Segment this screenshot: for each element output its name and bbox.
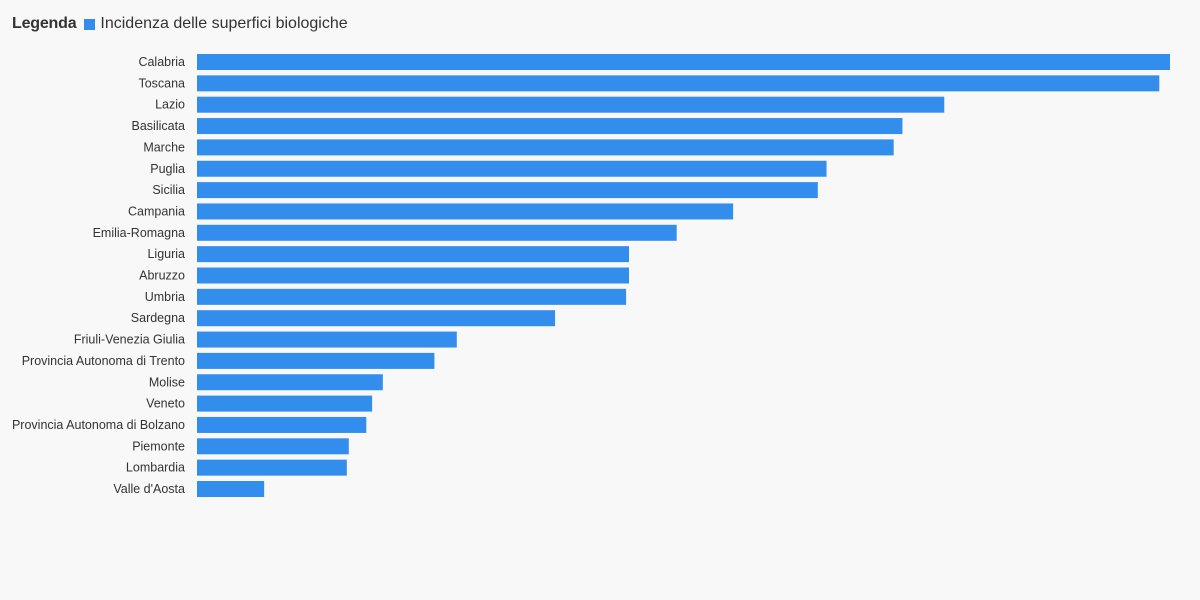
category-label: Friuli-Venezia Giulia xyxy=(74,333,185,347)
legend-swatch xyxy=(84,18,96,30)
category-label: Provincia Autonoma di Bolzano xyxy=(12,418,185,432)
category-label: Piemonte xyxy=(132,439,185,453)
category-label: Valle d'Aosta xyxy=(113,482,185,496)
category-labels: Calabria Toscana Lazio Basilicata Marche Pugl… xyxy=(12,55,185,496)
category-label: Umbria xyxy=(145,290,185,304)
bar[interactable] xyxy=(197,246,630,263)
bar[interactable] xyxy=(197,118,903,135)
legend: Legenda Incidenza delle superfici biolog… xyxy=(12,13,348,35)
bar[interactable] xyxy=(197,96,945,113)
category-label: Campania xyxy=(128,204,185,218)
bar[interactable] xyxy=(197,331,457,348)
category-label: Basilicata xyxy=(132,119,186,133)
bar[interactable] xyxy=(197,288,627,305)
category-label: Sardegna xyxy=(131,311,185,325)
category-label: Sicilia xyxy=(152,183,185,197)
category-label: Provincia Autonoma di Trento xyxy=(22,354,185,368)
bar[interactable] xyxy=(197,352,435,369)
category-label: Toscana xyxy=(138,76,185,90)
legend-title: Legenda xyxy=(12,15,77,32)
category-label: Molise xyxy=(149,375,185,389)
category-label: Lazio xyxy=(155,98,185,112)
category-label: Calabria xyxy=(138,55,185,69)
bar[interactable] xyxy=(197,75,1160,92)
bar[interactable] xyxy=(197,267,630,284)
category-label: Puglia xyxy=(150,162,185,176)
category-label: Emilia-Romagna xyxy=(93,226,185,240)
bar[interactable] xyxy=(197,459,347,476)
bar[interactable] xyxy=(197,438,349,455)
bar[interactable] xyxy=(197,395,373,412)
legend-item[interactable]: Incidenza delle superfici biologiche xyxy=(84,15,348,33)
bar[interactable] xyxy=(197,54,1170,70)
bar[interactable] xyxy=(197,374,383,391)
bar[interactable] xyxy=(197,182,818,199)
bar[interactable] xyxy=(197,416,367,433)
category-label: Marche xyxy=(143,140,185,154)
bar[interactable] xyxy=(197,481,265,497)
category-label: Veneto xyxy=(146,397,185,411)
category-label: Liguria xyxy=(147,247,185,261)
bar[interactable] xyxy=(197,310,556,327)
bar[interactable] xyxy=(197,224,677,241)
bars xyxy=(197,54,1170,497)
category-label: Abruzzo xyxy=(139,269,185,283)
bar[interactable] xyxy=(197,139,894,156)
bar[interactable] xyxy=(197,203,734,220)
legend-series-label: Incidenza delle superfici biologiche xyxy=(100,15,348,32)
bar[interactable] xyxy=(197,160,827,177)
category-label: Lombardia xyxy=(126,461,185,475)
